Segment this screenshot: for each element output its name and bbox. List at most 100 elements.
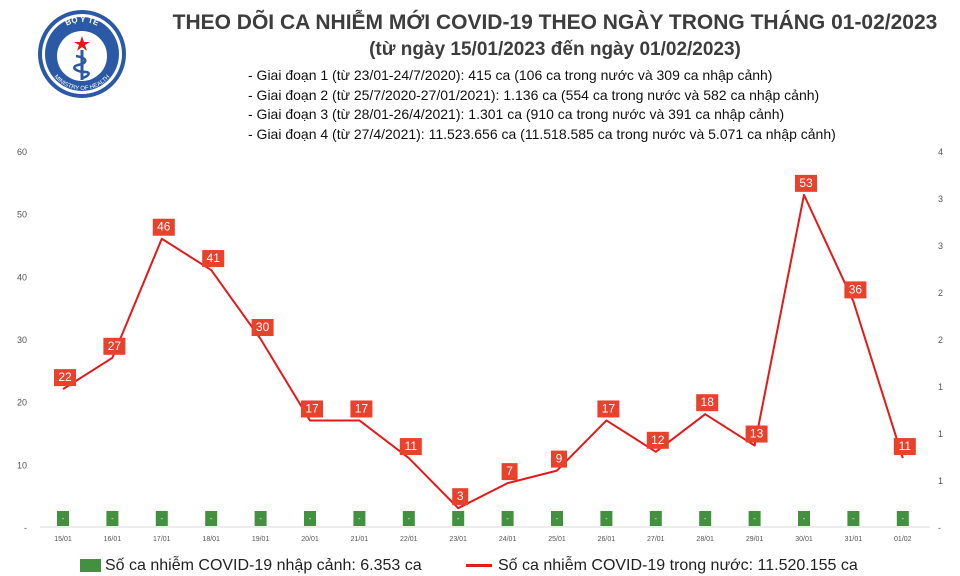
data-label: 11	[899, 439, 912, 453]
data-label-bg	[551, 450, 567, 468]
bar	[106, 511, 119, 526]
data-label-bg	[597, 400, 620, 418]
data-label-bg	[54, 369, 76, 387]
bar-value-label: -	[111, 516, 114, 523]
data-label-bg	[202, 250, 225, 268]
x-tick-label: 20/01	[301, 536, 319, 543]
phase-item: - Giai đoạn 2 (từ 25/7/2020-27/01/2021):…	[248, 86, 820, 103]
bar	[57, 511, 69, 526]
svg-text:BỘ Y TẾ: BỘ Y TẾ	[64, 15, 101, 28]
data-label-bg	[251, 319, 274, 336]
y-right-tick-label: 1	[938, 382, 943, 392]
bar	[748, 511, 761, 526]
bar	[649, 511, 662, 526]
data-label: 3	[457, 489, 464, 503]
chart-title: THEO DÕI CA NHIỄM MỚI COVID-19 THEO NGÀY…	[172, 11, 938, 34]
data-label-bg	[745, 425, 768, 443]
legend-imported-label: Số ca nhiễm COVID-19 nhập cảnh: 6.353 ca	[105, 557, 422, 574]
x-tick-label: 21/01	[351, 536, 369, 543]
x-tick-label: 15/01	[54, 536, 72, 543]
bar-value-label: -	[655, 516, 658, 523]
data-label-bg	[844, 281, 867, 299]
x-tick-label: 25/01	[548, 536, 566, 543]
data-label-bg	[795, 174, 817, 192]
y-right-tick-label: 1	[938, 476, 943, 486]
y-right-tick-label: -	[938, 523, 941, 533]
phase-item: - Giai đoạn 3 (từ 28/01-26/4/2021): 1.30…	[248, 106, 785, 122]
bar-value-label: -	[753, 516, 756, 523]
data-label-bg	[152, 218, 175, 236]
data-label: 17	[355, 401, 369, 415]
bar	[353, 511, 366, 526]
chart-subtitle: (từ ngày 15/01/2023 đến ngày 01/02/2023)	[369, 39, 741, 60]
ministry-of-health-logo: BỘ Y TẾ MINISTRY OF HEALTH	[38, 10, 126, 98]
bar	[304, 511, 316, 526]
x-tick-label: 18/01	[202, 536, 220, 543]
x-tick-label: 19/01	[252, 536, 270, 543]
bar	[205, 511, 218, 526]
data-label-bg	[646, 431, 669, 449]
bar-value-label: -	[605, 516, 608, 523]
x-tick-label: 30/01	[795, 536, 813, 543]
bar-value-label: -	[210, 516, 213, 523]
x-tick-label: 17/01	[153, 536, 171, 543]
bar-value-label: -	[259, 516, 262, 523]
x-tick-label: 23/01	[449, 536, 467, 543]
bar-value-label: -	[902, 516, 905, 523]
y-left-tick-label: -	[24, 523, 27, 533]
legend-imported: Số ca nhiễm COVID-19 nhập cảnh: 6.353 ca	[80, 557, 422, 575]
bar-value-label: -	[704, 516, 707, 523]
data-label-bg	[696, 394, 719, 412]
bar	[254, 511, 267, 526]
bar-value-label: -	[852, 516, 855, 523]
phase-list: - Giai đoạn 1 (từ 23/01-24/7/2020): 415 …	[248, 66, 836, 144]
bar	[501, 511, 514, 526]
data-label: 17	[305, 401, 319, 415]
data-label: 46	[157, 220, 171, 234]
bar-value-label: -	[408, 516, 411, 523]
y-right-tick-label: 3	[938, 241, 943, 251]
legend-domestic-label: Số ca nhiễm COVID-19 trong nước: 11.520.…	[498, 557, 858, 574]
legend-bar-swatch	[80, 559, 101, 573]
bar	[452, 511, 465, 526]
data-label: 41	[207, 251, 221, 265]
data-label: 22	[58, 370, 72, 384]
y-left-tick-label: 20	[17, 398, 27, 408]
data-label: 12	[651, 433, 665, 447]
phase-item: - Giai đoạn 4 (từ 27/4/2021): 11.523.656…	[248, 125, 836, 142]
legend-line-swatch	[466, 564, 492, 568]
x-tick-label: 16/01	[104, 536, 122, 543]
phase-item: - Giai đoạn 1 (từ 23/01-24/7/2020): 415 …	[248, 67, 773, 83]
bar-value-label: -	[161, 516, 164, 523]
series-line-domestic	[62, 193, 904, 510]
bar-value-label: -	[457, 516, 460, 523]
data-label-bg	[893, 438, 916, 456]
data-label: 27	[108, 339, 122, 353]
logo-top-text: BỘ Y TẾ	[64, 15, 101, 28]
data-label: 53	[799, 176, 813, 190]
bar-value-label: -	[506, 516, 509, 523]
x-tick-label: 24/01	[499, 536, 517, 543]
bar-value-label: -	[358, 516, 361, 523]
x-tick-label: 01/02	[894, 536, 912, 543]
data-label: 7	[506, 464, 513, 478]
bar	[551, 511, 563, 526]
data-label-bg	[452, 488, 469, 506]
x-tick-label: 22/01	[400, 536, 418, 543]
bar	[798, 511, 810, 526]
y-right-tick-label: 4	[938, 147, 943, 157]
y-left-tick-label: 10	[17, 460, 27, 470]
y-right-tick-label: 2	[938, 335, 943, 345]
data-label: 9	[556, 452, 563, 466]
data-label: 30	[256, 320, 270, 334]
y-right-tick-label: 2	[938, 288, 943, 298]
y-right-tick-label: 1	[938, 429, 943, 439]
legend-domestic: Số ca nhiễm COVID-19 trong nước: 11.520.…	[466, 557, 858, 575]
legend: Số ca nhiễm COVID-19 nhập cảnh: 6.353 ca…	[0, 552, 960, 576]
bar	[847, 511, 860, 526]
bar	[402, 511, 415, 526]
data-label-bg	[399, 438, 422, 456]
y-left-tick-label: 40	[17, 272, 27, 282]
data-label-bg	[103, 337, 126, 355]
